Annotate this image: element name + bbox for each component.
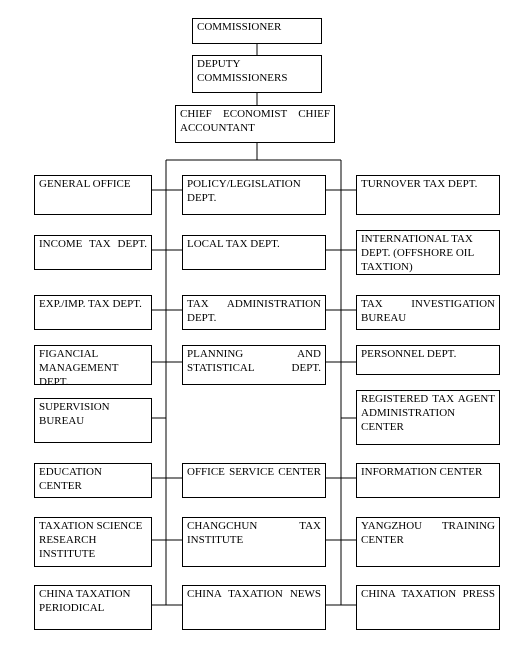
- box-middle-0: POLICY/LEGISLATION DEPT.: [182, 175, 326, 215]
- box-middle-2: TAX ADMINISTRATION DEPT.: [182, 295, 326, 330]
- box-left-1: INCOME TAX DEPT.: [34, 235, 152, 270]
- label-middle-2: TAX ADMINISTRATION DEPT.: [187, 298, 321, 326]
- box-right-5: INFORMATION CENTER: [356, 463, 500, 498]
- label-middle-1: LOCAL TAX DEPT.: [187, 238, 321, 252]
- box-chief: CHIEF ECONOMIST CHIEF ACCOUNTANT: [175, 105, 335, 143]
- box-right-7: CHINA TAXATION PRESS: [356, 585, 500, 630]
- box-left-4: SUPERVISION BUREAU: [34, 398, 152, 443]
- label-right-3: PERSONNEL DEPT.: [361, 348, 495, 362]
- box-right-6: YANGZHOU TRAINING CENTER: [356, 517, 500, 567]
- label-left-3: FIGANCIAL MANAGEMENT DEPT.: [39, 348, 147, 385]
- label-right-4: REGISTERED TAX AGENT ADMINISTRATION CENT…: [361, 393, 495, 434]
- label-left-2: EXP./IMP. TAX DEPT.: [39, 298, 147, 312]
- label-commissioner: COMMISSIONER: [197, 21, 317, 35]
- box-right-4: REGISTERED TAX AGENT ADMINISTRATION CENT…: [356, 390, 500, 445]
- box-middle-1: LOCAL TAX DEPT.: [182, 235, 326, 270]
- box-left-3: FIGANCIAL MANAGEMENT DEPT.: [34, 345, 152, 385]
- label-right-7: CHINA TAXATION PRESS: [361, 588, 495, 602]
- box-commissioner: COMMISSIONER: [192, 18, 322, 44]
- label-right-5: INFORMATION CENTER: [361, 466, 495, 480]
- box-left-5: EDUCATION CENTER: [34, 463, 152, 498]
- box-right-1: INTERNATIONAL TAX DEPT. (OFFSHORE OIL TA…: [356, 230, 500, 275]
- label-right-0: TURNOVER TAX DEPT.: [361, 178, 495, 192]
- box-left-0: GENERAL OFFICE: [34, 175, 152, 215]
- label-left-0: GENERAL OFFICE: [39, 178, 147, 192]
- label-deputy: DEPUTY COMMISSIONERS: [197, 58, 317, 86]
- label-middle-7: CHINA TAXATION NEWS: [187, 588, 321, 602]
- label-middle-3: PLANNING AND STATISTICAL DEPT.: [187, 348, 321, 376]
- label-right-6: YANGZHOU TRAINING CENTER: [361, 520, 495, 548]
- box-middle-3: PLANNING AND STATISTICAL DEPT.: [182, 345, 326, 385]
- label-right-2: TAX INVESTIGATION BUREAU: [361, 298, 495, 326]
- label-left-6: TAXATION SCIENCE RESEARCH INSTITUTE: [39, 520, 147, 561]
- box-middle-5: OFFICE SERVICE CENTER: [182, 463, 326, 498]
- box-deputy: DEPUTY COMMISSIONERS: [192, 55, 322, 93]
- label-left-5: EDUCATION CENTER: [39, 466, 147, 494]
- label-left-4: SUPERVISION BUREAU: [39, 401, 147, 429]
- label-middle-0: POLICY/LEGISLATION DEPT.: [187, 178, 321, 206]
- label-middle-6: CHANGCHUN TAX INSTITUTE: [187, 520, 321, 548]
- box-right-0: TURNOVER TAX DEPT.: [356, 175, 500, 215]
- label-middle-5: OFFICE SERVICE CENTER: [187, 466, 321, 480]
- box-left-6: TAXATION SCIENCE RESEARCH INSTITUTE: [34, 517, 152, 567]
- box-middle-6: CHANGCHUN TAX INSTITUTE: [182, 517, 326, 567]
- label-left-7: CHINA TAXATION PERIODICAL: [39, 588, 147, 616]
- box-middle-7: CHINA TAXATION NEWS: [182, 585, 326, 630]
- label-left-1: INCOME TAX DEPT.: [39, 238, 147, 252]
- label-right-1: INTERNATIONAL TAX DEPT. (OFFSHORE OIL TA…: [361, 233, 495, 274]
- box-left-7: CHINA TAXATION PERIODICAL: [34, 585, 152, 630]
- box-right-3: PERSONNEL DEPT.: [356, 345, 500, 375]
- box-left-2: EXP./IMP. TAX DEPT.: [34, 295, 152, 330]
- box-right-2: TAX INVESTIGATION BUREAU: [356, 295, 500, 330]
- label-chief: CHIEF ECONOMIST CHIEF ACCOUNTANT: [180, 108, 330, 136]
